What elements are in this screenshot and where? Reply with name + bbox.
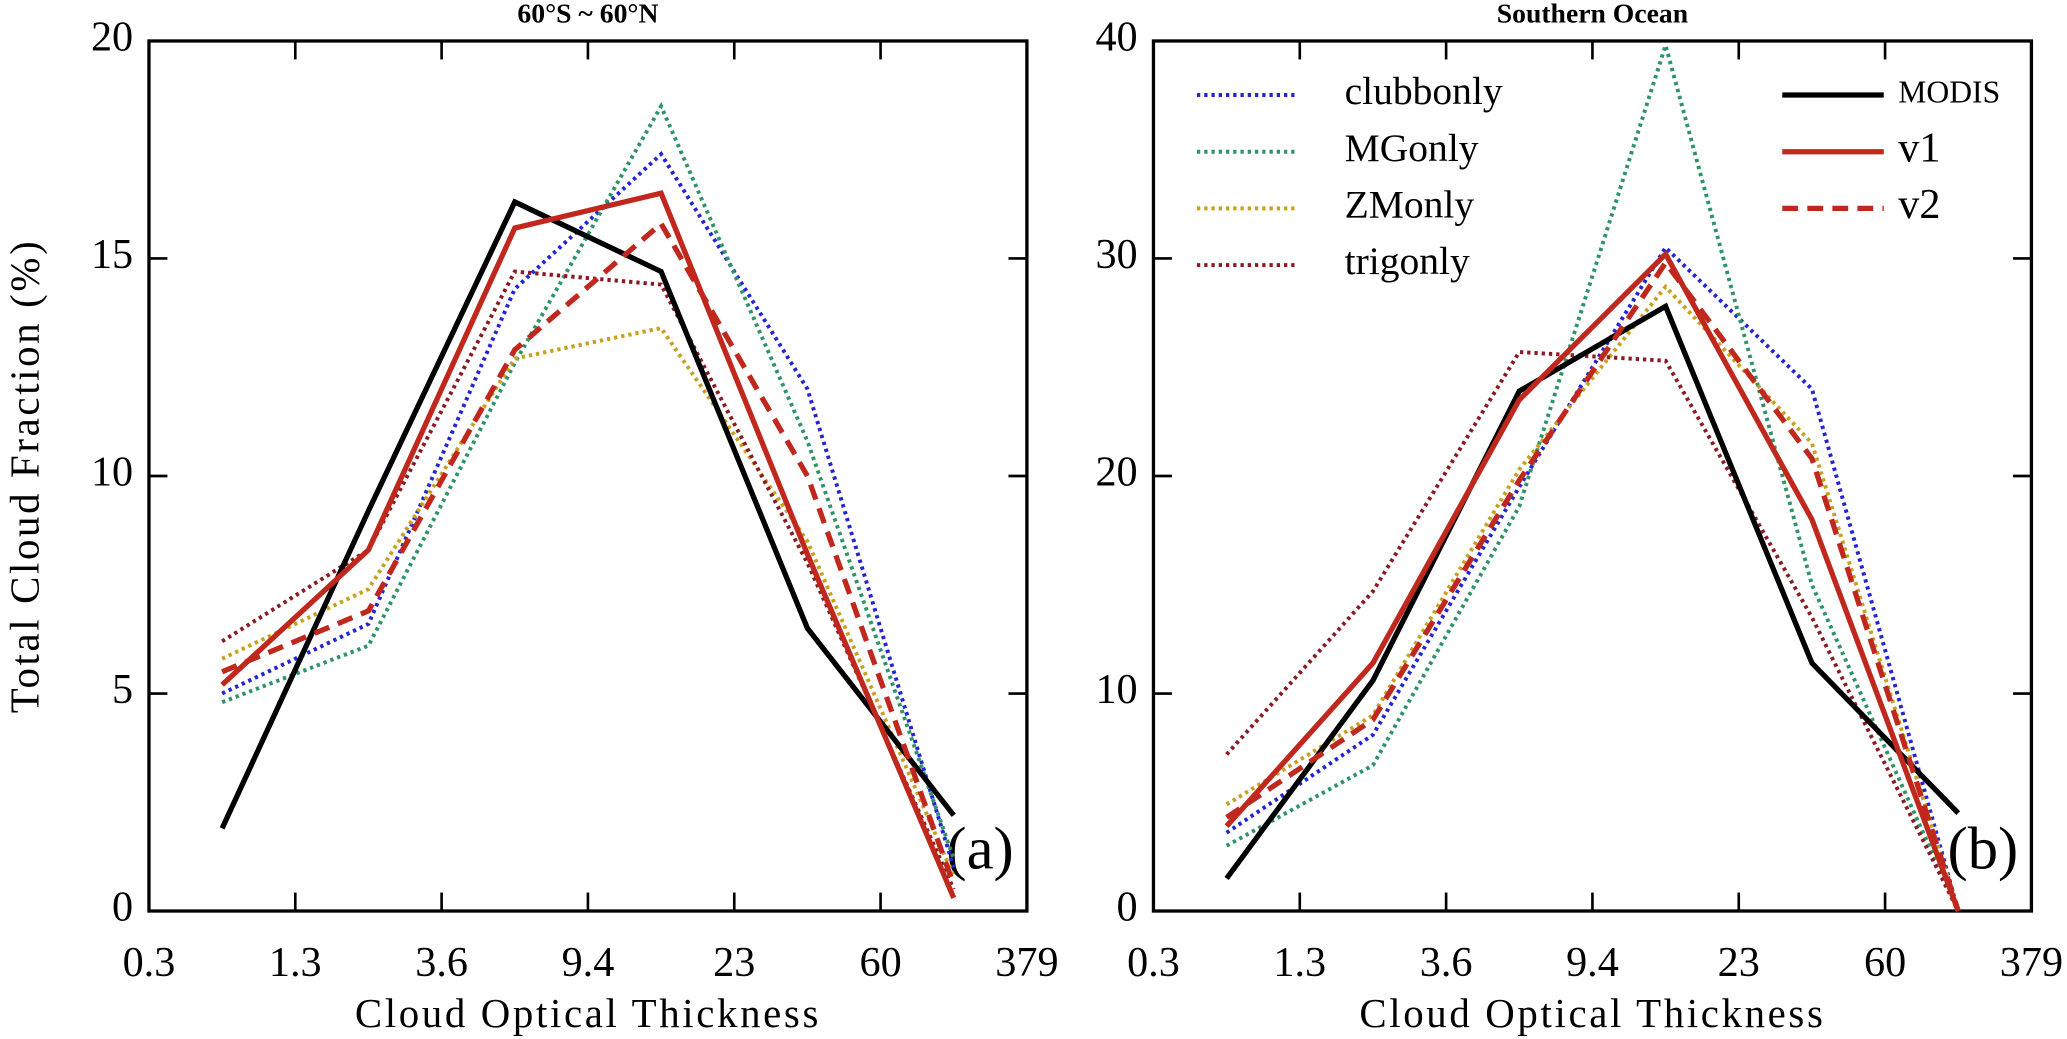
x-tick-label: 9.4 (562, 939, 615, 986)
panel-label: (a) (946, 815, 1013, 882)
y-tick-label: 40 (1095, 14, 1137, 61)
x-tick-label: 3.6 (1420, 939, 1473, 986)
series-line (221, 325, 956, 878)
legend-label: v1 (1898, 124, 1940, 171)
y-tick-label: 10 (1095, 666, 1137, 713)
y-tick-label: 20 (1095, 449, 1137, 496)
series-line (1225, 349, 1961, 912)
y-tick-label: 15 (91, 231, 133, 278)
y-tick-label: 0 (112, 884, 133, 931)
series-line (1225, 38, 1961, 912)
series-line (221, 151, 956, 869)
x-tick-label: 3.6 (415, 939, 468, 986)
y-tick-label: 10 (91, 449, 133, 496)
y-tick-label: 0 (1117, 884, 1138, 931)
series-line (1224, 302, 1961, 880)
series-line (220, 190, 957, 899)
y-tick-label: 5 (112, 666, 133, 713)
series-line (1225, 283, 1961, 912)
plot-frame (147, 39, 1029, 913)
panel-label: (b) (1948, 815, 2019, 882)
series-line (1224, 249, 1961, 912)
x-axis-title: Cloud Optical Thickness (1359, 991, 1825, 1036)
y-tick-label: 20 (91, 14, 133, 61)
x-tick-label: 379 (2000, 939, 2063, 986)
x-tick-label: 60 (1864, 939, 1906, 986)
x-tick-label: 1.3 (1273, 939, 1326, 986)
chart-title: Southern Ocean (1497, 0, 1688, 28)
x-tick-label: 60 (859, 939, 901, 986)
y-axis-title: Total Cloud Fraction (%) (2, 239, 47, 714)
legend-label: MGonly (1345, 126, 1479, 170)
series-line (219, 198, 956, 830)
x-tick-label: 23 (713, 939, 755, 986)
x-tick-label: 9.4 (1566, 939, 1619, 986)
series-line (1225, 258, 1961, 912)
legend-label: v2 (1898, 181, 1940, 228)
chart-title: 60°S ~ 60°N (517, 0, 658, 28)
legend-label: MODIS (1898, 74, 2000, 109)
x-axis-title: Cloud Optical Thickness (355, 991, 821, 1036)
x-tick-label: 0.3 (123, 939, 176, 986)
series-line (221, 219, 957, 886)
x-tick-label: 379 (995, 939, 1058, 986)
x-tick-label: 0.3 (1127, 939, 1180, 986)
x-tick-label: 1.3 (269, 939, 322, 986)
y-tick-label: 30 (1095, 231, 1137, 278)
legend-label: ZMonly (1345, 182, 1475, 226)
legend-label: trigonly (1345, 239, 1470, 283)
series-line (221, 101, 956, 860)
x-tick-label: 23 (1718, 939, 1760, 986)
legend-label: clubbonly (1345, 69, 1503, 113)
